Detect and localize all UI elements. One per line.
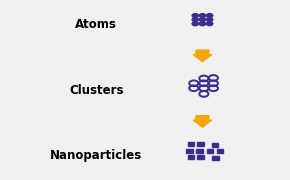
Circle shape (199, 18, 206, 22)
Bar (186, 149, 193, 153)
Bar (217, 149, 223, 153)
Text: Atoms: Atoms (75, 18, 117, 31)
Bar (188, 142, 194, 146)
Circle shape (206, 22, 213, 26)
Bar (197, 142, 204, 146)
Bar (212, 156, 219, 160)
Circle shape (206, 14, 213, 17)
Bar (188, 155, 194, 159)
Circle shape (192, 14, 198, 17)
Circle shape (206, 18, 213, 22)
Bar (207, 149, 213, 153)
Circle shape (192, 22, 198, 26)
Text: Nanoparticles: Nanoparticles (50, 149, 142, 162)
Bar (196, 149, 203, 153)
Bar (197, 155, 204, 159)
Circle shape (199, 14, 206, 17)
FancyArrow shape (193, 116, 212, 127)
Text: Clusters: Clusters (69, 84, 124, 96)
Circle shape (192, 18, 198, 22)
FancyArrow shape (193, 50, 212, 62)
Circle shape (199, 22, 206, 26)
Bar (212, 143, 218, 147)
